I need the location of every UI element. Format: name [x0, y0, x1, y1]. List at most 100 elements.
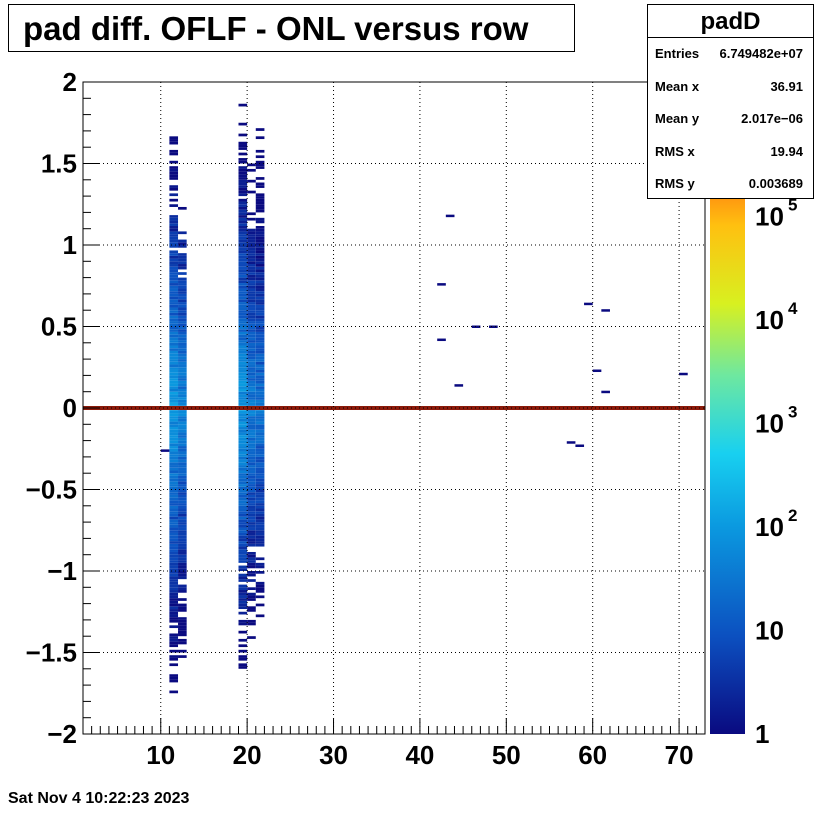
- bin-cell: [178, 331, 187, 335]
- bin-cell: [160, 449, 170, 452]
- colorbar-label-exponent: 4: [788, 299, 798, 318]
- bin-cell: [255, 481, 265, 485]
- bin-cell: [178, 489, 187, 493]
- bin-cell: [255, 340, 265, 343]
- bin-cell: [178, 522, 187, 525]
- bin-cell: [169, 448, 179, 452]
- bin-cell: [169, 475, 179, 479]
- bin-cell: [169, 296, 179, 300]
- bin-cell: [238, 177, 248, 180]
- bin-cell: [238, 481, 248, 485]
- bin-cell: [255, 348, 265, 351]
- bin-cell: [178, 394, 187, 398]
- bin-cell: [255, 329, 265, 332]
- bin-cell: [247, 636, 256, 639]
- bin-cell: [601, 390, 610, 394]
- bin-cell: [169, 353, 179, 357]
- bin-cell: [238, 459, 248, 463]
- stats-row-entries: Entries 6.749482e+07: [648, 38, 813, 71]
- bin-cell: [247, 451, 256, 455]
- bin-cell: [169, 494, 179, 498]
- bin-cell: [178, 367, 187, 370]
- bin-cell: [238, 345, 248, 349]
- bin-cell: [178, 554, 187, 558]
- bin-cell: [255, 361, 265, 365]
- bin-cell: [255, 446, 265, 449]
- bin-cell: [247, 312, 256, 316]
- bin-cell: [169, 657, 179, 661]
- bin-cell: [255, 427, 265, 430]
- bin-cell: [255, 541, 265, 544]
- bin-cell: [238, 541, 248, 544]
- bin-cell: [178, 481, 187, 485]
- bin-cell: [238, 288, 248, 292]
- colorbar-label-exponent: 3: [788, 403, 797, 422]
- bin-cell: [178, 513, 187, 517]
- bin-cell: [178, 519, 187, 523]
- bin-cell: [169, 272, 179, 275]
- bin-cell: [255, 372, 265, 376]
- bin-cell: [238, 185, 248, 188]
- bin-cell: [238, 193, 248, 197]
- bin-cell: [178, 255, 187, 259]
- bin-cell: [238, 511, 248, 514]
- bin-cell: [247, 326, 256, 330]
- x-tick-label: 20: [233, 740, 262, 770]
- bin-cell: [169, 302, 179, 305]
- bin-cell: [255, 277, 265, 281]
- bin-cell: [247, 427, 256, 430]
- bin-cell: [255, 486, 265, 490]
- bin-cell: [238, 367, 248, 370]
- bin-cell: [169, 663, 179, 667]
- bin-cell: [169, 492, 179, 495]
- bin-cell: [178, 329, 187, 332]
- bin-cell: [238, 171, 248, 175]
- bin-cell: [247, 494, 256, 498]
- bin-cell: [238, 522, 248, 525]
- bin-cell: [178, 603, 187, 607]
- bin-cell: [247, 606, 256, 610]
- bin-cell: [169, 215, 179, 218]
- bin-cell: [169, 299, 179, 303]
- bin-cell: [238, 318, 248, 322]
- bin-cell: [255, 231, 265, 235]
- bin-cell: [238, 432, 248, 436]
- bin-cell: [178, 541, 187, 544]
- bin-cell: [255, 353, 265, 357]
- bin-cell: [169, 690, 179, 694]
- bin-cell: [255, 245, 265, 248]
- bin-cell: [238, 291, 248, 294]
- bin-cell: [247, 380, 256, 384]
- bin-cell: [238, 416, 248, 419]
- bin-cell: [178, 280, 187, 284]
- bin-cell: [584, 302, 593, 306]
- bin-cell: [247, 508, 256, 512]
- bin-cell: [247, 543, 256, 547]
- bin-cell: [247, 302, 256, 305]
- bin-cell: [255, 359, 265, 362]
- bin-cell: [255, 500, 265, 504]
- bin-cell: [178, 337, 187, 341]
- bin-cell: [178, 432, 187, 436]
- bin-cell: [247, 473, 256, 476]
- bin-cell: [169, 340, 179, 343]
- bin-cell: [169, 364, 179, 368]
- bin-cell: [178, 418, 187, 422]
- bin-cell: [247, 551, 256, 555]
- bin-cell: [169, 356, 179, 360]
- bin-cell: [178, 386, 187, 389]
- bin-cell: [178, 655, 187, 658]
- bin-cell: [169, 546, 179, 550]
- bin-cell: [566, 441, 576, 444]
- bin-cell: [238, 158, 248, 161]
- bin-cell: [255, 220, 265, 224]
- bin-cell: [169, 293, 179, 297]
- bin-cell: [238, 497, 248, 501]
- bin-cell: [238, 277, 248, 281]
- bin-cell: [255, 473, 265, 476]
- bin-cell: [178, 296, 187, 300]
- bin-cell: [247, 269, 256, 273]
- bin-cell: [178, 356, 187, 360]
- bin-cell: [238, 264, 248, 267]
- bin-cell: [255, 557, 265, 561]
